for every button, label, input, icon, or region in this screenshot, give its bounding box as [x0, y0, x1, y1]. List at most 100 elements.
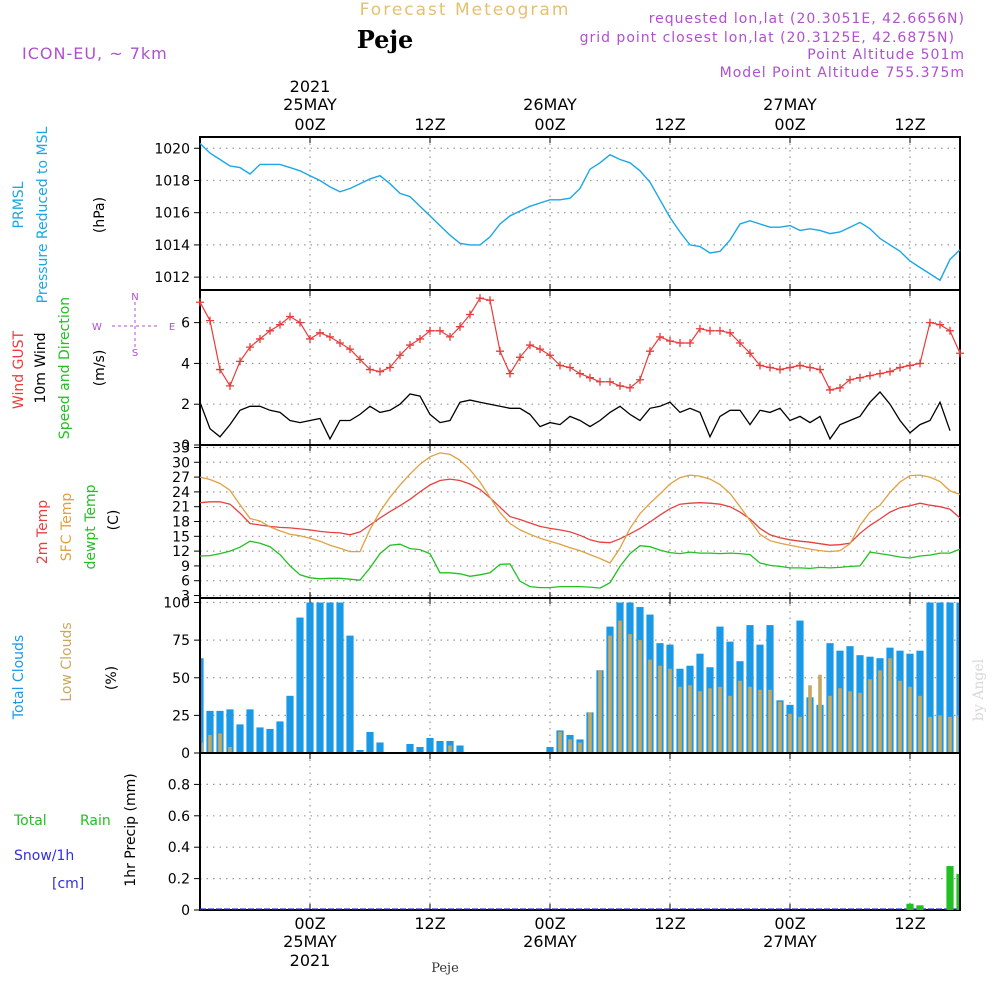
total-clouds-bar: [936, 602, 944, 753]
y-tick-label-6: 21: [172, 500, 190, 516]
location-title: Peje: [357, 25, 414, 54]
top-tick-label-0: 00Z: [294, 115, 325, 134]
low-clouds-bar: [938, 715, 942, 753]
gust-marker: [356, 355, 364, 364]
gust-marker: [546, 351, 554, 360]
gust-marker: [426, 326, 434, 335]
gust-marker: [296, 318, 304, 327]
low-clouds-bar: [808, 685, 812, 753]
gust-marker: [516, 353, 524, 362]
y-tick-label-3: 12: [172, 544, 190, 560]
gust-marker: [796, 361, 804, 370]
low-clouds-bar: [568, 739, 572, 753]
gust-marker: [736, 339, 744, 348]
y-tick-label-3: 6: [181, 316, 190, 332]
rain-bar: [956, 873, 959, 910]
wind-unit-label: (m/s): [92, 350, 108, 387]
gust-marker: [316, 328, 324, 337]
low-clouds-bar: [638, 640, 642, 753]
gust-marker: [396, 351, 404, 360]
gust-marker: [526, 341, 534, 350]
low-clouds-bar: [828, 695, 832, 753]
clouds-unit-label: (%): [104, 666, 120, 690]
gust-marker: [756, 361, 764, 370]
gust-marker: [556, 361, 564, 370]
total-clouds-bar: [246, 709, 254, 753]
bottom-tick-label-2: 00Z: [534, 914, 565, 933]
gust-marker: [536, 345, 544, 354]
total-clouds-bar: [226, 709, 234, 753]
bottom-date-label-2: 26MAY: [523, 932, 577, 951]
y-tick-label-0: 0: [181, 438, 190, 454]
total-clouds-bar: [796, 620, 804, 753]
gust-marker: [816, 365, 824, 374]
top-date-label-4: 27MAY: [763, 95, 817, 114]
total-clouds-bar: [296, 617, 304, 753]
y-tick-label-4: 15: [172, 529, 190, 545]
low-clouds-bar: [898, 680, 902, 753]
compass-w: W: [92, 322, 102, 333]
bottom-tick-label-1: 12Z: [414, 914, 445, 933]
total-clouds-bar: [316, 602, 324, 753]
y-tick-label-7: 24: [172, 485, 190, 501]
clouds-panel: 0 25 50 75 100: [163, 596, 961, 762]
total-clouds-bar: [376, 742, 384, 753]
snow-label: Snow/1h: [14, 848, 74, 864]
low-clouds-bar: [698, 691, 702, 753]
low-clouds-bar: [718, 686, 722, 753]
low-clouds-bar: [788, 713, 792, 753]
y-tick-label-5: 18: [172, 515, 190, 531]
y-tick-label-1: 25: [172, 708, 190, 724]
low-clouds-bar: [228, 746, 232, 753]
bottom-tick-label-3: 12Z: [654, 914, 685, 933]
y-tick-label-4: 100: [163, 596, 190, 612]
y-tick-label-0: 0: [181, 903, 190, 919]
total-clouds-bar: [956, 602, 959, 753]
compass-s: S: [132, 348, 138, 359]
y-tick-label-2: 50: [172, 671, 190, 687]
top-tick-label-2: 00Z: [534, 115, 565, 134]
gust-marker: [596, 377, 604, 386]
total-clouds-bar: [436, 740, 444, 753]
total-clouds-bar: [256, 727, 264, 753]
y-tick-label-3: 0.6: [168, 809, 190, 825]
pressure-line: [199, 142, 961, 282]
y-tick-label-2: 4: [181, 356, 190, 372]
gust-marker: [806, 363, 814, 372]
sfc-temp-label: SFC Temp: [59, 493, 75, 562]
gust-marker: [476, 294, 484, 303]
panel-frame: [199, 444, 961, 599]
low-clouds-bar: [558, 731, 562, 753]
y-tick-label-3: 75: [172, 633, 190, 649]
y-tick-label-10: 33: [172, 440, 190, 456]
gust-marker: [696, 324, 704, 333]
gust-marker: [436, 326, 444, 335]
low-clouds-bar: [957, 715, 959, 753]
low-clouds-bar: [778, 701, 782, 753]
gust-marker: [236, 357, 244, 366]
total-clouds-bar: [416, 746, 424, 753]
temp2m-line: [199, 478, 961, 546]
panel-frame: [199, 597, 961, 754]
total-clouds-bar: [306, 602, 314, 753]
gust-marker: [196, 298, 204, 307]
y-tick-label-0: 3: [181, 589, 190, 605]
total-clouds-bar: [276, 721, 284, 753]
compass-n: N: [131, 292, 138, 303]
y-tick-label-9: 30: [172, 455, 190, 471]
gust-marker: [946, 326, 954, 335]
gust-marker: [646, 347, 654, 356]
pressure-panel: 1012 1014 1016 1018 1020: [154, 136, 961, 291]
y-tick-label-2: 9: [181, 559, 190, 575]
gust-marker: [486, 296, 494, 305]
gust-marker: [306, 334, 314, 343]
low-clouds-bar: [818, 674, 822, 753]
y-tick-label-0: 1012: [154, 270, 190, 286]
y-tick-label-8: 27: [172, 470, 190, 486]
low-clouds-bar: [738, 680, 742, 753]
wind-panel: 0 2 4 6: [181, 290, 964, 454]
gust-marker: [836, 383, 844, 392]
low-clouds-bar: [668, 668, 672, 753]
model-altitude: Model Point Altitude 755.375m: [720, 65, 965, 81]
